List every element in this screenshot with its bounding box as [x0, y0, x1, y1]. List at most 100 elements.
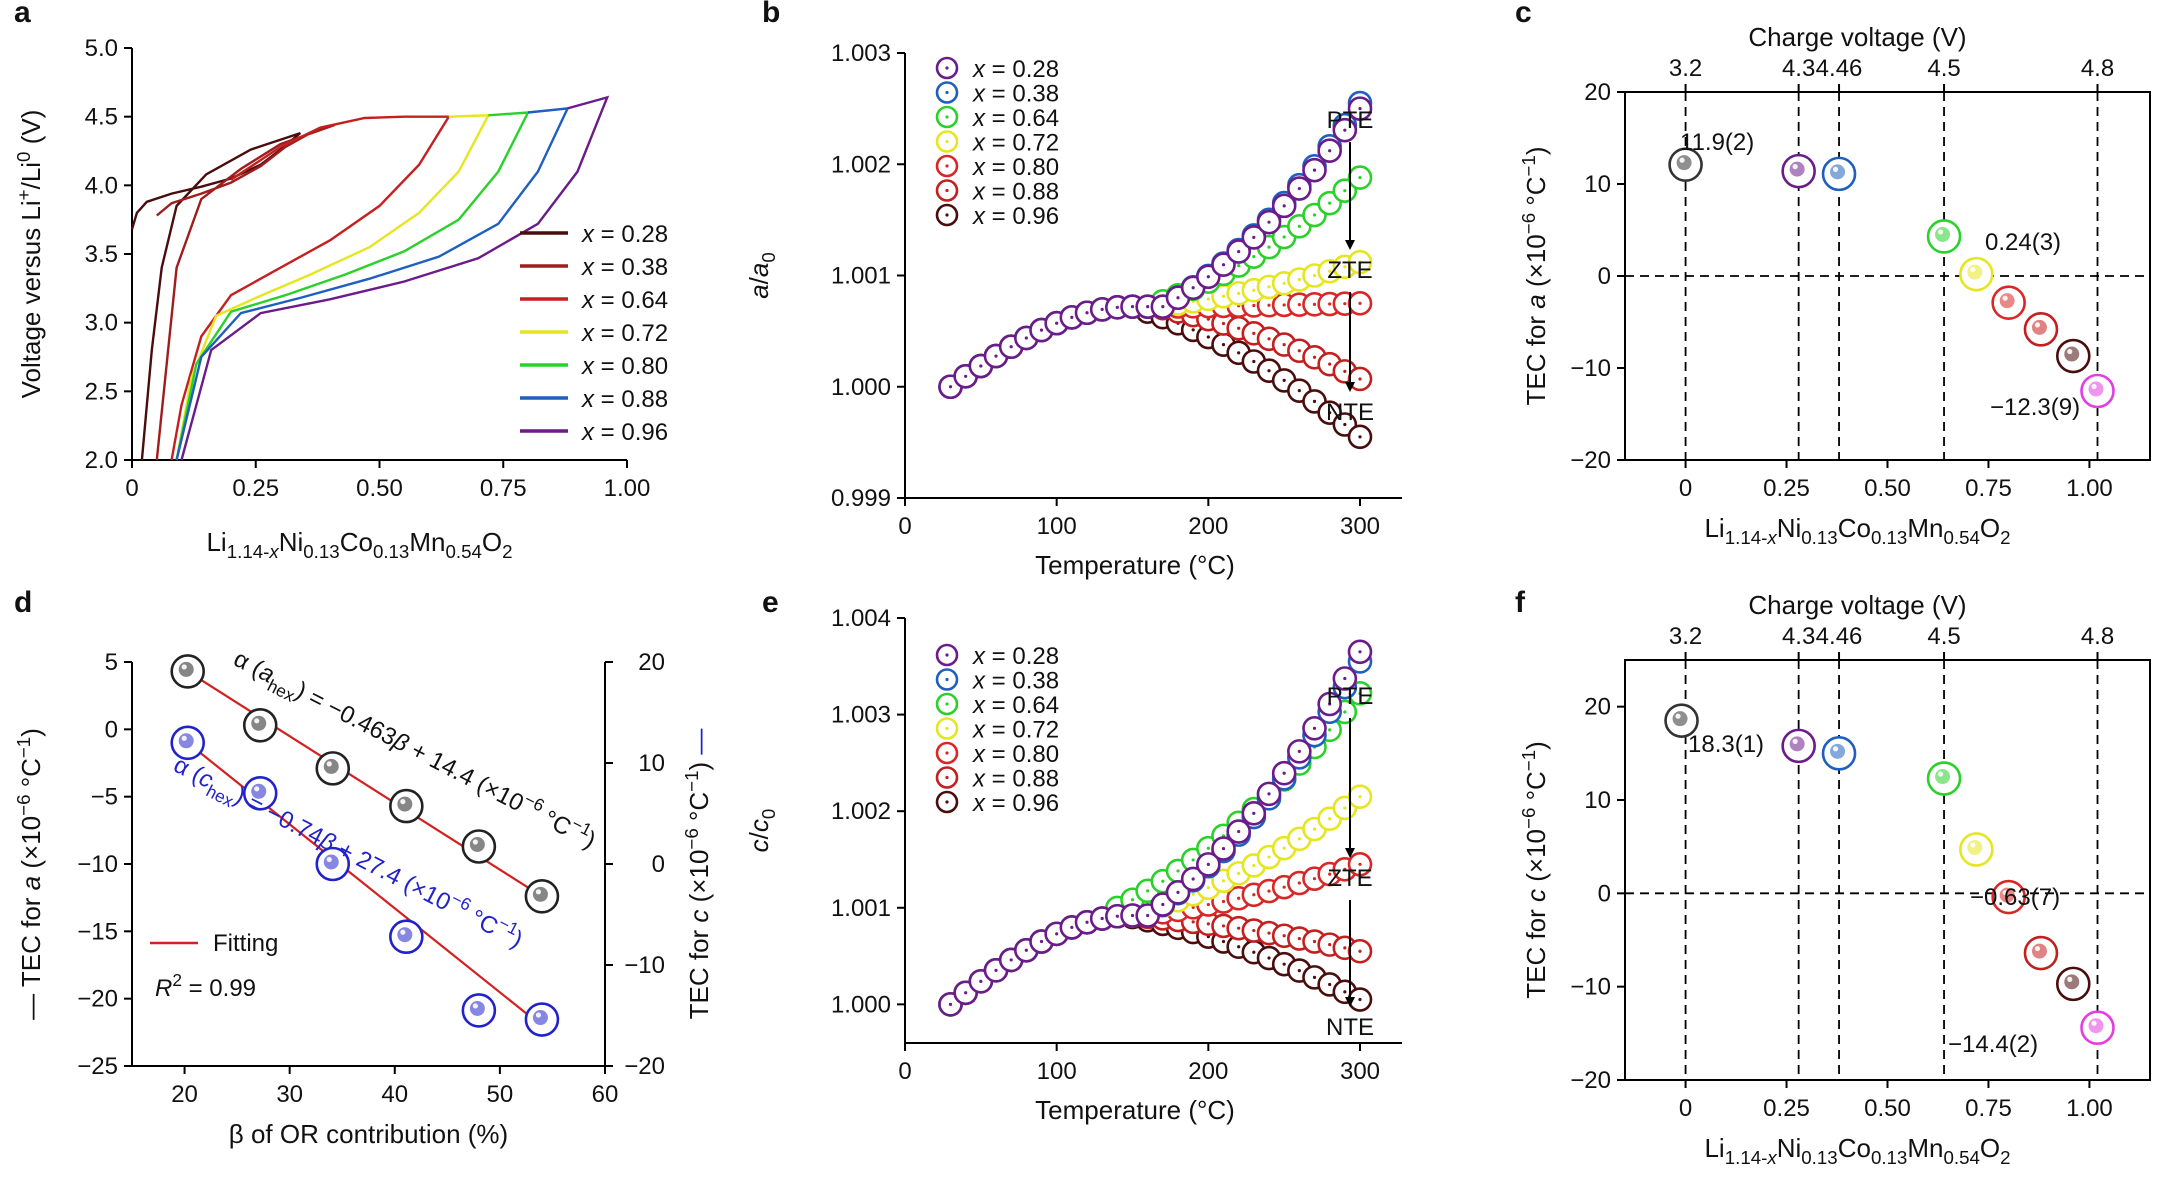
- data-point-dot: [1206, 846, 1210, 850]
- region-zte: ZTE: [1327, 257, 1372, 284]
- data-point-dot: [1070, 315, 1074, 319]
- data-point-dot: [1100, 307, 1104, 311]
- data-point-dot: [1055, 321, 1059, 325]
- y-tick-label: 4.0: [85, 172, 118, 199]
- data-point-dot: [1252, 288, 1256, 292]
- legend-label: x = 0.96: [581, 419, 668, 446]
- data-point-dot: [948, 1002, 953, 1006]
- data-point-dot: [1343, 946, 1347, 950]
- x-tick-label: 0.50: [1864, 1095, 1911, 1122]
- data-point-core: [1999, 293, 2015, 309]
- legend-label: x = 0.88: [972, 766, 1059, 793]
- y-tick-label: −10: [1570, 355, 1611, 382]
- data-point-dot: [1221, 343, 1226, 347]
- x-axis-label: Li1.14-xNi0.13Co0.13Mn0.54O2: [1704, 1133, 2010, 1168]
- data-point-dot: [1191, 858, 1195, 862]
- x-axis-label: Li1.14-xNi0.13Co0.13Mn0.54O2: [1704, 513, 2010, 548]
- y-tick-label: 2.5: [85, 378, 118, 405]
- data-point-dot: [1358, 107, 1362, 111]
- data-point-dot: [1328, 362, 1332, 366]
- data-point-dot: [1343, 990, 1347, 994]
- x-tick-label: 200: [1188, 1058, 1228, 1085]
- data-point-hl: [2067, 976, 2073, 982]
- data-point-dot: [1176, 890, 1180, 894]
- data-point-dot: [1358, 377, 1362, 381]
- data-point-dot: [948, 385, 953, 389]
- legend-marker-dot: [945, 800, 949, 804]
- data-point-dot: [1328, 872, 1332, 876]
- region-pte: PTE: [1327, 683, 1374, 710]
- x-tick-label: 0.75: [1965, 475, 2012, 502]
- legend-label: x = 0.88: [972, 179, 1059, 206]
- data-point-core: [1789, 736, 1805, 752]
- data-point-core: [2031, 319, 2047, 335]
- data-point-dot: [1297, 749, 1301, 753]
- panel-label-b: b: [762, 0, 780, 29]
- data-point-dot: [1297, 224, 1301, 228]
- data-point-dot: [1221, 879, 1226, 883]
- data-point-dot: [1024, 336, 1028, 340]
- r-squared: R2 = 0.99: [155, 970, 256, 1002]
- data-point-dot: [1267, 337, 1271, 341]
- legend-marker-dot: [945, 702, 949, 706]
- data-point-core: [2064, 974, 2080, 990]
- data-point-dot: [1221, 924, 1226, 928]
- data-point-dot: [1221, 846, 1226, 851]
- data-point-dot: [1282, 962, 1286, 966]
- legend-marker-dot: [945, 188, 949, 193]
- data-point-a-core: [251, 715, 267, 731]
- data-point-hl: [1679, 157, 1685, 163]
- data-point-dot: [1328, 201, 1332, 205]
- legend-marker-dot: [945, 653, 949, 657]
- data-point-dot: [1252, 950, 1256, 954]
- x-tick-label: 50: [487, 1081, 514, 1108]
- data-point-dot: [1343, 369, 1347, 373]
- x-axis-label: β of OR contribution (%): [229, 1119, 508, 1149]
- legend-label: x = 0.72: [972, 717, 1059, 744]
- data-point-c-core: [397, 927, 413, 943]
- data-point-dot: [1358, 949, 1362, 953]
- data-point-dot: [979, 364, 983, 368]
- x-tick-label: 0.25: [1763, 475, 1810, 502]
- x-tick-label: 300: [1340, 1058, 1380, 1085]
- top-tick-label: 4.5: [1927, 55, 1960, 82]
- data-point-dot: [1191, 920, 1195, 924]
- y-tick-label: −25: [77, 1053, 118, 1080]
- data-point-dot: [1070, 925, 1074, 930]
- data-point-hl: [1937, 771, 1944, 777]
- data-point-dot: [1282, 934, 1286, 938]
- data-point-dot: [1282, 204, 1286, 208]
- legend-fit-label: Fitting: [213, 930, 278, 957]
- data-point-dot: [1328, 149, 1332, 153]
- y-tick-label: 10: [1584, 787, 1611, 814]
- y-tick-label: −10: [77, 851, 118, 878]
- top-tick-label: 4.8: [2081, 623, 2114, 650]
- data-point-dot: [994, 354, 998, 358]
- data-point-dot: [1282, 281, 1286, 285]
- value-annotation: −14.4(2): [1948, 1031, 2038, 1058]
- panel-label-d: d: [14, 586, 32, 619]
- y-axis-label: Voltage versus Li+/Li0 (V): [13, 110, 46, 399]
- data-point-dot: [1206, 862, 1210, 866]
- data-point-dot: [1237, 945, 1241, 949]
- x-tick-label: 1.00: [604, 475, 651, 502]
- data-point-dot: [1221, 294, 1226, 298]
- data-point-dot: [1237, 871, 1241, 875]
- legend-marker-dot: [945, 213, 949, 217]
- data-point-dot: [1267, 956, 1271, 960]
- data-point-dot: [1237, 926, 1241, 930]
- region-nte: NTE: [1326, 399, 1374, 426]
- data-point-dot: [1252, 811, 1256, 815]
- data-point-dot: [1358, 795, 1362, 799]
- data-point-hl: [1970, 842, 1976, 848]
- y-tick-label: 5: [105, 649, 118, 676]
- y-tick-label: 0: [1598, 263, 1611, 290]
- data-point-dot: [1267, 245, 1271, 249]
- right-tick-label: 0: [652, 851, 665, 878]
- data-point-dot: [1343, 676, 1347, 681]
- data-point-dot: [1085, 311, 1089, 315]
- data-point-dot: [1328, 702, 1332, 706]
- x-tick-label: 60: [592, 1081, 619, 1108]
- legend-label: x = 0.64: [972, 105, 1059, 132]
- data-point-dot: [1358, 650, 1362, 654]
